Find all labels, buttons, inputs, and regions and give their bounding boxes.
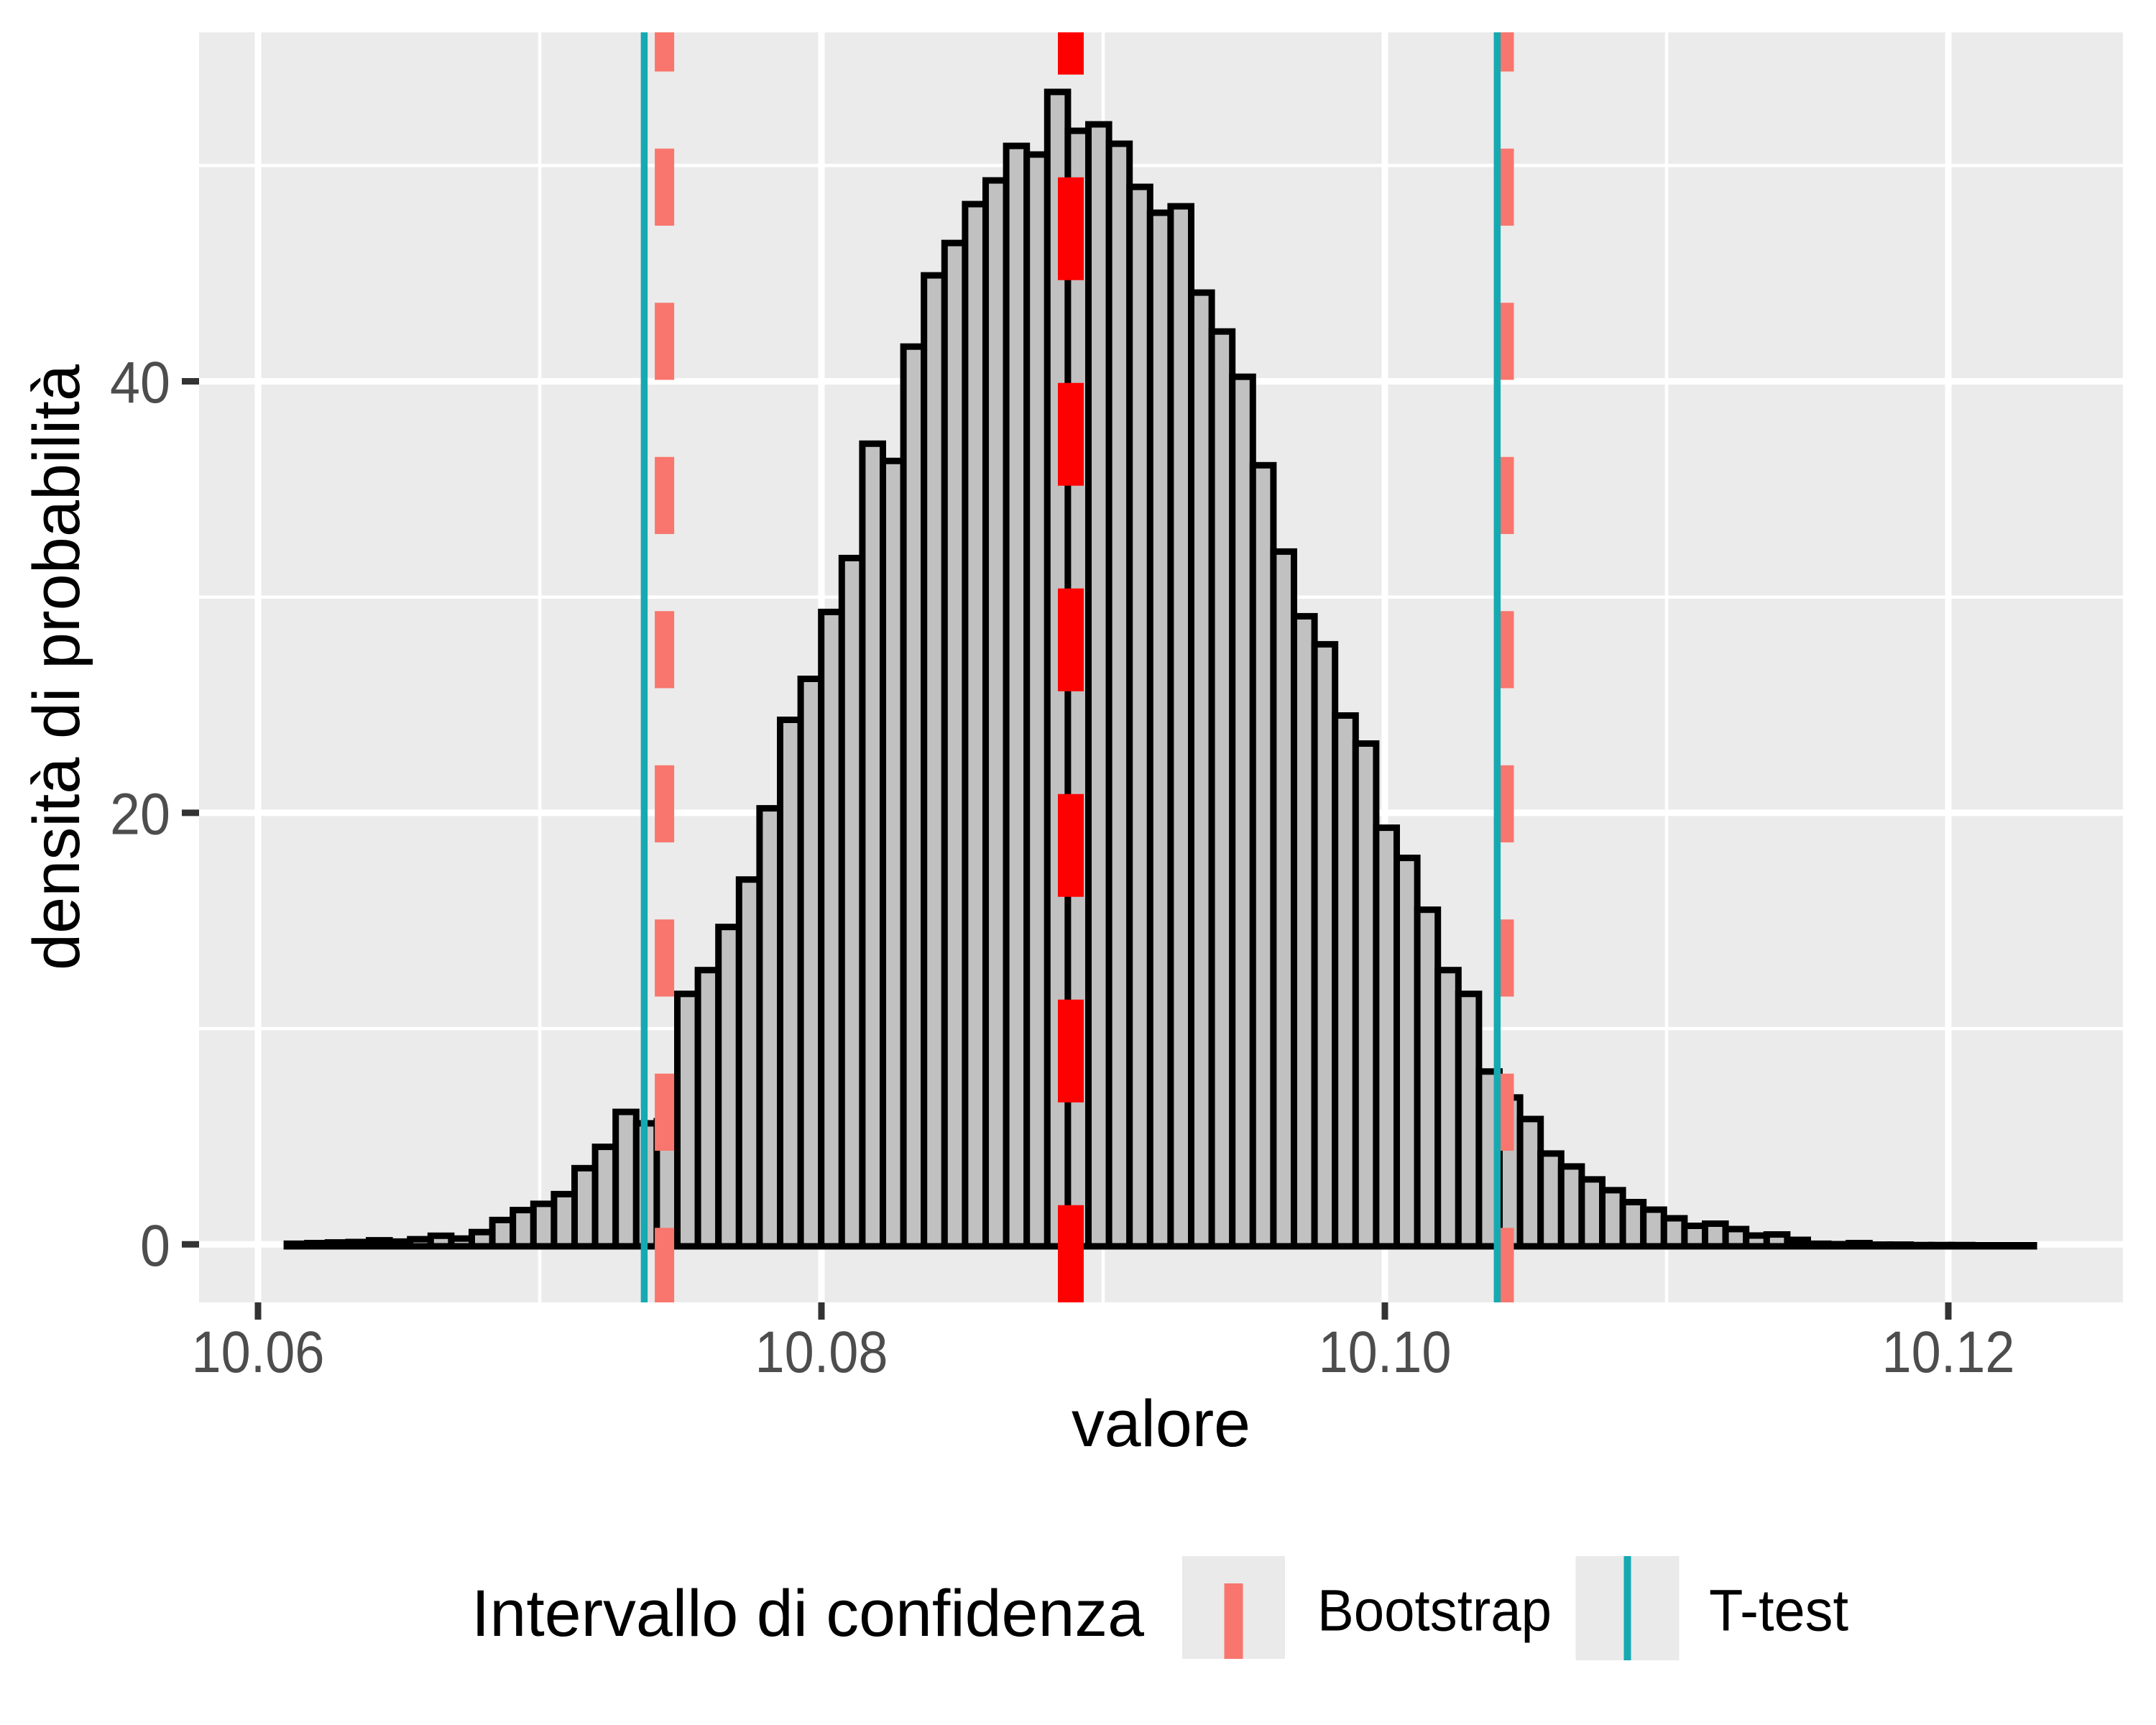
svg-text:40: 40 (110, 350, 170, 415)
svg-text:20: 20 (110, 782, 170, 847)
svg-text:10.08: 10.08 (755, 1320, 888, 1385)
svg-text:densità di probabilità: densità di probabilità (20, 364, 93, 970)
svg-text:10.12: 10.12 (1882, 1320, 2015, 1385)
svg-text:T-test: T-test (1709, 1578, 1848, 1644)
svg-text:0: 0 (140, 1213, 170, 1279)
svg-text:Intervallo di confidenza: Intervallo di confidenza (471, 1577, 1145, 1650)
svg-text:10.10: 10.10 (1319, 1320, 1452, 1385)
svg-text:valore: valore (1072, 1387, 1250, 1460)
svg-text:Bootstrap: Bootstrap (1317, 1578, 1552, 1644)
svg-text:10.06: 10.06 (192, 1320, 325, 1385)
